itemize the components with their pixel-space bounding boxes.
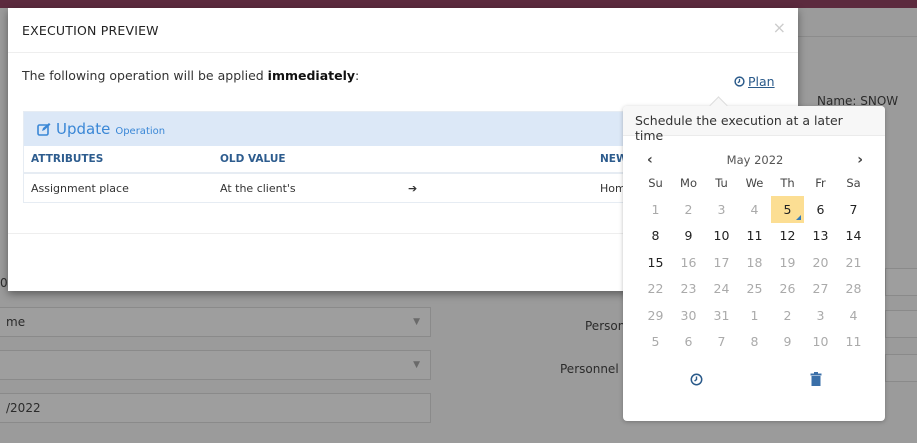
attribute-cell: Assignment place — [31, 181, 129, 195]
day-cell[interactable]: 10 — [713, 228, 730, 244]
day-cell[interactable]: 12 — [779, 228, 796, 244]
day-cell[interactable]: 21 — [845, 254, 862, 270]
background-label-fragment: 0 — [0, 276, 8, 290]
plan-label: Plan — [748, 74, 775, 89]
column-new-value: NEW — [600, 153, 628, 165]
day-cell[interactable]: 1 — [651, 201, 660, 217]
top-bar — [0, 0, 917, 8]
person-label: Person — [585, 319, 626, 333]
trash-icon[interactable] — [810, 371, 822, 390]
background-field[interactable] — [885, 310, 917, 338]
day-cell[interactable]: 4 — [849, 307, 858, 323]
arrow-right-icon: ➔ — [408, 181, 418, 195]
operation-subtitle: Operation — [115, 125, 166, 137]
schedule-popover: Schedule the execution at a later time ‹… — [623, 106, 885, 421]
operation-header: Update Operation — [24, 112, 642, 146]
day-cell[interactable]: 2 — [684, 201, 693, 217]
day-cell[interactable]: 16 — [680, 254, 697, 270]
day-selected[interactable]: 5 — [771, 196, 804, 223]
day-cell[interactable]: 11 — [746, 228, 763, 244]
background-date-input[interactable]: /2022 — [0, 393, 431, 423]
day-cell[interactable]: 10 — [812, 334, 829, 350]
background-field[interactable] — [885, 268, 917, 296]
datepicker-header: ‹ May 2022 › — [639, 150, 871, 170]
day-cell[interactable]: 7 — [717, 334, 726, 350]
column-old-value: OLD VALUE — [220, 153, 286, 165]
caret-down-icon: ▼ — [413, 360, 420, 370]
edit-icon — [37, 123, 51, 136]
day-cell[interactable]: 5 — [651, 334, 660, 350]
old-value-cell: At the client's — [220, 181, 296, 195]
day-cell[interactable]: 30 — [680, 307, 697, 323]
day-cell[interactable]: 23 — [680, 281, 697, 297]
background-select-1[interactable]: me ▼ — [0, 307, 431, 337]
plan-link[interactable]: Plan — [734, 74, 775, 89]
select-value: me — [6, 315, 26, 329]
intro-text: The following operation will be applied … — [22, 68, 359, 83]
day-cell[interactable]: 6 — [684, 334, 693, 350]
day-cell[interactable]: 18 — [746, 254, 763, 270]
modal-title: EXECUTION PREVIEW — [8, 8, 798, 53]
day-cell[interactable]: 11 — [845, 334, 862, 350]
intro-bold: immediately — [267, 68, 356, 83]
day-cell[interactable]: 9 — [684, 228, 693, 244]
weekday-label: Mo — [680, 176, 697, 190]
day-cell[interactable]: 17 — [713, 254, 730, 270]
day-cell[interactable]: 19 — [779, 254, 796, 270]
table-row: Assignment place At the client's ➔ Hom — [24, 174, 642, 202]
divider — [798, 36, 917, 37]
day-cell[interactable]: 1 — [750, 307, 759, 323]
day-cell[interactable]: 8 — [750, 334, 759, 350]
day-cell[interactable]: 4 — [750, 201, 759, 217]
day-cell[interactable]: 7 — [849, 201, 858, 217]
intro-suffix: : — [355, 68, 360, 83]
day-cell[interactable]: 9 — [783, 334, 792, 350]
day-cell[interactable]: 28 — [845, 281, 862, 297]
background-field[interactable] — [885, 354, 917, 382]
caret-down-icon: ▼ — [413, 317, 420, 327]
next-month-button[interactable]: › — [857, 152, 863, 168]
day-cell[interactable]: 29 — [647, 307, 664, 323]
operation-type: Update — [56, 120, 111, 138]
weekday-label: Sa — [846, 176, 861, 190]
prev-month-button[interactable]: ‹ — [647, 152, 653, 168]
weekday-label: We — [745, 176, 764, 190]
day-cell[interactable]: 27 — [812, 281, 829, 297]
operation-panel: Update Operation ATTRIBUTES OLD VALUE NEW… — [23, 111, 643, 203]
month-label[interactable]: May 2022 — [726, 153, 784, 167]
day-cell[interactable]: 26 — [779, 281, 796, 297]
weekday-label: Su — [648, 176, 663, 190]
input-value: /2022 — [6, 401, 41, 415]
day-cell[interactable]: 13 — [812, 228, 829, 244]
name-label: Name: SNOW — [817, 94, 899, 108]
calendar-grid: Su Mo Tu We Th Fr Sa 1 2 3 4 5 6 7 8 9 10 11 12 13 14 15 16 17 1… — [639, 170, 871, 355]
day-cell[interactable]: 8 — [651, 228, 660, 244]
new-value-cell: Hom — [600, 181, 626, 195]
day-cell[interactable]: 3 — [717, 201, 726, 217]
weekday-label: Fr — [815, 176, 826, 190]
weekday-label: Th — [780, 176, 795, 190]
popover-title: Schedule the execution at a later time — [623, 106, 885, 143]
clock-icon — [734, 76, 745, 87]
day-cell[interactable]: 20 — [812, 254, 829, 270]
table-header: ATTRIBUTES OLD VALUE NEW — [24, 146, 642, 174]
intro-prefix: The following operation will be applied — [22, 68, 268, 83]
day-cell[interactable]: 25 — [746, 281, 763, 297]
clock-icon[interactable] — [690, 371, 703, 390]
close-button[interactable]: × — [772, 18, 786, 37]
day-cell[interactable]: 3 — [816, 307, 825, 323]
day-cell[interactable]: 31 — [713, 307, 730, 323]
weekday-label: Tu — [715, 176, 728, 190]
personnel-label: Personnel ( — [560, 362, 628, 376]
background-select-2[interactable]: ▼ — [0, 350, 431, 380]
day-cell[interactable]: 15 — [647, 254, 664, 270]
day-cell[interactable]: 2 — [783, 307, 792, 323]
day-cell[interactable]: 24 — [713, 281, 730, 297]
datepicker: ‹ May 2022 › Su Mo Tu We Th Fr Sa 1 2 3 4 5 6 7 8 9 10 11… — [639, 150, 871, 355]
day-cell[interactable]: 22 — [647, 281, 664, 297]
day-cell[interactable]: 14 — [845, 228, 862, 244]
column-attributes: ATTRIBUTES — [31, 153, 104, 165]
modal-footer-divider — [8, 233, 798, 234]
day-cell[interactable]: 6 — [816, 201, 825, 217]
